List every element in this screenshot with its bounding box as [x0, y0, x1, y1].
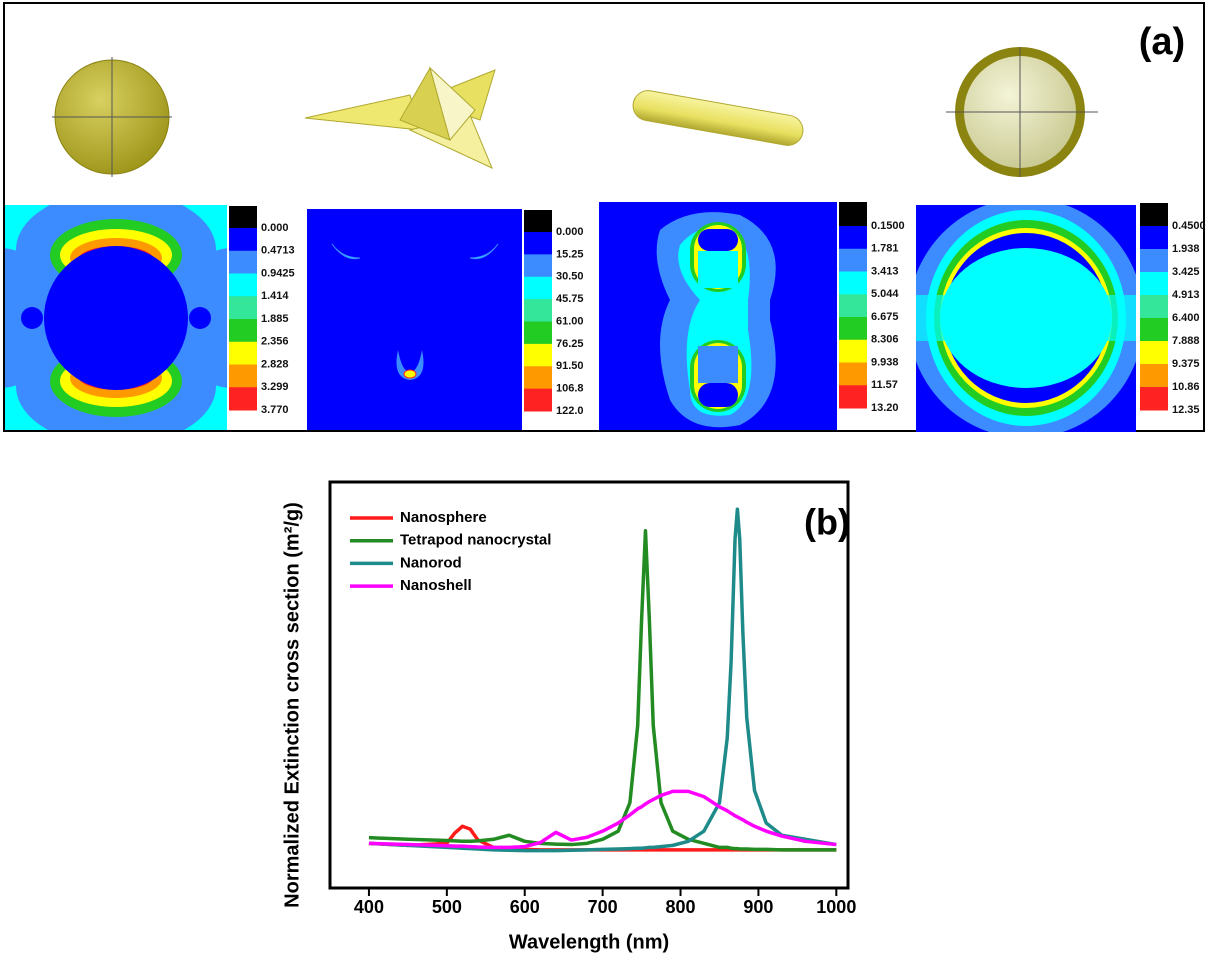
y-axis-label: Normalized Extinction cross section (m²/…	[281, 502, 303, 908]
colorbar-swatch	[1140, 341, 1168, 365]
colorbar-swatch	[1140, 364, 1168, 388]
x-tick-label: 500	[432, 897, 462, 917]
colorbar-swatch	[524, 299, 552, 322]
legend-label: Tetrapod nanocrystal	[400, 532, 551, 549]
x-tick-label: 900	[743, 897, 773, 917]
colorbar-label: 10.86	[1172, 381, 1200, 393]
colorbar-swatch	[524, 277, 552, 300]
colorbar-swatch	[839, 226, 867, 249]
colorbar-label: 0.000	[556, 226, 584, 238]
x-axis-label: Wavelength (nm)	[509, 931, 669, 953]
colorbar-label: 3.770	[261, 404, 289, 416]
colorbar-label: 61.00	[556, 315, 584, 327]
x-tick-label: 1000	[816, 897, 856, 917]
field-map	[307, 209, 522, 430]
legend-label: Nanosphere	[400, 509, 487, 526]
colorbar-label: 30.50	[556, 271, 584, 283]
colorbar-swatch	[229, 296, 257, 319]
colorbar-label: 6.400	[1172, 312, 1200, 324]
colorbar-swatch	[229, 387, 257, 410]
colorbar-swatch	[524, 366, 552, 389]
page: {"panel_a": {"label": "(a)", "colorbars"…	[0, 0, 1207, 960]
colorbar-label: 8.306	[871, 334, 899, 346]
panel-label: (a)	[1139, 21, 1185, 63]
colorbar-label: 3.425	[1172, 266, 1200, 278]
colorbar-label: 2.828	[261, 358, 289, 370]
colorbar-label: 15.25	[556, 248, 584, 260]
colorbar-cap	[524, 210, 552, 232]
colorbar-swatch	[524, 389, 552, 412]
colorbar-swatch	[229, 319, 257, 342]
colorbar-swatch	[524, 344, 552, 367]
colorbar-swatch	[1140, 249, 1168, 273]
x-tick-label: 800	[666, 897, 696, 917]
colorbar-swatch	[1140, 272, 1168, 296]
nanosphere-shape	[52, 57, 172, 177]
legend-label: Nanorod	[400, 554, 462, 571]
colorbar-label: 0.000	[261, 222, 289, 234]
colorbar-label: 122.0	[556, 405, 584, 417]
colorbar-swatch	[839, 363, 867, 386]
nanorod-shape	[631, 88, 806, 147]
colorbar-swatch	[839, 272, 867, 295]
figure: (a)	[0, 0, 1207, 960]
colorbar-swatch	[1140, 387, 1168, 411]
colorbar-label: 9.938	[871, 356, 899, 368]
colorbar-swatch	[229, 251, 257, 274]
x-tick-label: 400	[354, 897, 384, 917]
colorbar-label: 11.57	[871, 379, 898, 391]
field-map	[908, 198, 1144, 438]
colorbar-swatch	[229, 342, 257, 365]
colorbar-cap	[839, 202, 867, 226]
colorbar-label: 0.4500	[1172, 220, 1206, 232]
colorbar-swatch	[229, 274, 257, 297]
colorbar-swatch	[229, 228, 257, 251]
colorbar-label: 7.888	[1172, 335, 1200, 347]
colorbar-label: 1.414	[261, 290, 289, 302]
colorbar-swatch	[839, 249, 867, 272]
colorbar-swatch	[839, 294, 867, 317]
colorbar-label: 1.781	[871, 243, 899, 255]
colorbar-swatch	[1140, 318, 1168, 342]
colorbar-label: 45.75	[556, 293, 584, 305]
colorbar-label: 9.375	[1172, 358, 1200, 370]
colorbar-label: 2.356	[261, 336, 289, 348]
nanoshell-shape	[946, 47, 1098, 177]
colorbar-swatch	[839, 340, 867, 363]
colorbar-swatch	[524, 254, 552, 277]
colorbar-label: 0.1500	[871, 220, 905, 232]
field-map	[599, 202, 837, 430]
colorbar-cap	[1140, 203, 1168, 226]
legend-label: Nanoshell	[400, 577, 472, 594]
colorbar-label: 106.8	[556, 383, 584, 395]
colorbar-swatch	[524, 232, 552, 255]
colorbar-swatch	[524, 322, 552, 345]
colorbar-label: 1.885	[261, 313, 289, 325]
colorbar-label: 13.20	[871, 402, 899, 414]
colorbar-label: 3.299	[261, 381, 289, 393]
colorbar-label: 91.50	[556, 360, 584, 372]
colorbar-label: 6.675	[871, 311, 899, 323]
colorbar-label: 76.25	[556, 338, 584, 350]
colorbar-label: 12.35	[1172, 404, 1200, 416]
colorbar-label: 1.938	[1172, 243, 1200, 255]
x-tick-label: 700	[588, 897, 618, 917]
chart-annotation: (b)	[804, 502, 850, 543]
colorbar-swatch	[1140, 295, 1168, 319]
colorbar-label: 4.913	[1172, 289, 1200, 301]
colorbar-label: 5.044	[871, 288, 899, 300]
colorbar-swatch	[839, 385, 867, 408]
colorbar-swatch	[229, 365, 257, 388]
colorbar-swatch	[839, 317, 867, 340]
x-tick-label: 600	[510, 897, 540, 917]
colorbar-swatch	[1140, 226, 1168, 250]
tetrapod-shape	[305, 68, 495, 168]
colorbar-cap	[229, 206, 257, 228]
colorbar-label: 3.413	[871, 265, 899, 277]
colorbar-label: 0.9425	[261, 267, 295, 279]
colorbar-label: 0.4713	[261, 245, 295, 257]
